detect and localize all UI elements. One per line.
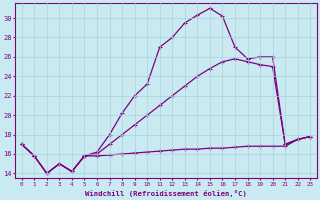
X-axis label: Windchill (Refroidissement éolien,°C): Windchill (Refroidissement éolien,°C) [85,190,247,197]
